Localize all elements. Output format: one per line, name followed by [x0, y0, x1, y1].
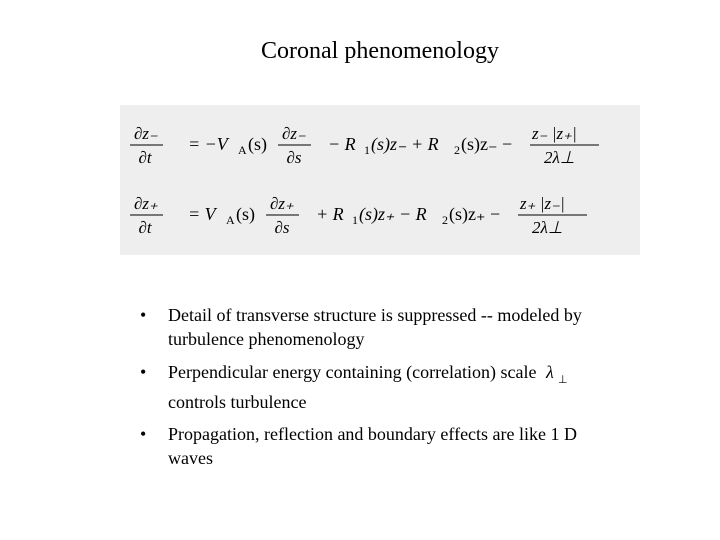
svg-text:A: A — [238, 143, 247, 157]
svg-text:∂z₋: ∂z₋ — [134, 124, 158, 143]
bullet-2-text-before: Perpendicular energy containing (correla… — [168, 362, 541, 382]
svg-text:∂z₋: ∂z₋ — [282, 124, 306, 143]
svg-text:+ R: + R — [316, 204, 344, 224]
page-title: Coronal phenomenology — [100, 38, 660, 65]
svg-text:(s)z₊ −: (s)z₊ − — [449, 204, 500, 225]
svg-text:λ: λ — [545, 362, 554, 382]
svg-text:∂t: ∂t — [139, 148, 153, 167]
svg-text:⊥: ⊥ — [558, 374, 568, 384]
svg-text:1: 1 — [364, 143, 370, 157]
svg-text:A: A — [226, 213, 235, 227]
bullet-1-text: Detail of transverse structure is suppre… — [168, 305, 582, 349]
equation-1-svg: ∂z₋ ∂t = −V A(s) ∂z₋ ∂s − R 1(s)z₋ + R 2(s)z₋ − z… — [130, 119, 650, 171]
svg-text:(s): (s) — [248, 134, 267, 155]
svg-text:2λ⊥: 2λ⊥ — [532, 218, 563, 237]
svg-text:(s): (s) — [236, 204, 255, 225]
svg-text:∂t: ∂t — [139, 218, 153, 237]
svg-text:1: 1 — [352, 213, 358, 227]
svg-text:= −V: = −V — [188, 134, 230, 154]
svg-text:∂z₊: ∂z₊ — [134, 194, 158, 213]
equation-1: ∂z₋ ∂t = −V A(s) ∂z₋ ∂s − R 1(s)z₋ + R 2(s)z₋ − z… — [130, 119, 630, 171]
svg-text:2λ⊥: 2λ⊥ — [544, 148, 575, 167]
bullet-2: Perpendicular energy containing (correla… — [140, 360, 620, 415]
svg-text:(s)z₊ − R: (s)z₊ − R — [359, 204, 427, 225]
slide: Coronal phenomenology ∂z₋∂t= −VA(s)∂z₋∂s… — [0, 0, 720, 540]
svg-text:z₋ |z₊|: z₋ |z₊| — [531, 124, 577, 143]
equation-2-svg: ∂z₊ ∂t = V A(s) ∂z₊ ∂s + R 1(s)z₊ − R 2(s)z₊ − z₊… — [130, 189, 650, 241]
svg-text:∂s: ∂s — [275, 218, 290, 237]
bullet-list: Detail of transverse structure is suppre… — [140, 303, 620, 471]
lambda-perp-symbol: λ⊥ — [544, 362, 570, 390]
bullet-1: Detail of transverse structure is suppre… — [140, 303, 620, 352]
svg-text:(s)z₋ + R: (s)z₋ + R — [371, 134, 439, 155]
svg-text:− R: − R — [328, 134, 356, 154]
svg-text:∂z₊: ∂z₊ — [270, 194, 294, 213]
bullet-3-text: Propagation, reflection and boundary eff… — [168, 424, 577, 468]
equation-2: ∂z₊ ∂t = V A(s) ∂z₊ ∂s + R 1(s)z₊ − R 2(s)z₊ − z₊… — [130, 189, 630, 241]
svg-text:(s)z₋ −: (s)z₋ − — [461, 134, 512, 155]
svg-text:2: 2 — [454, 143, 460, 157]
svg-text:= V: = V — [188, 204, 218, 224]
svg-text:2: 2 — [442, 213, 448, 227]
bullet-2-text-after: controls turbulence — [168, 392, 306, 412]
bullet-3: Propagation, reflection and boundary eff… — [140, 422, 620, 471]
equations-panel: ∂z₋∂t= −VA(s)∂z₋∂s− R1(s)z₋ + R2(s)z₋ −z… — [120, 105, 640, 255]
svg-text:∂s: ∂s — [287, 148, 302, 167]
svg-text:z₊ |z₋|: z₊ |z₋| — [519, 194, 565, 213]
